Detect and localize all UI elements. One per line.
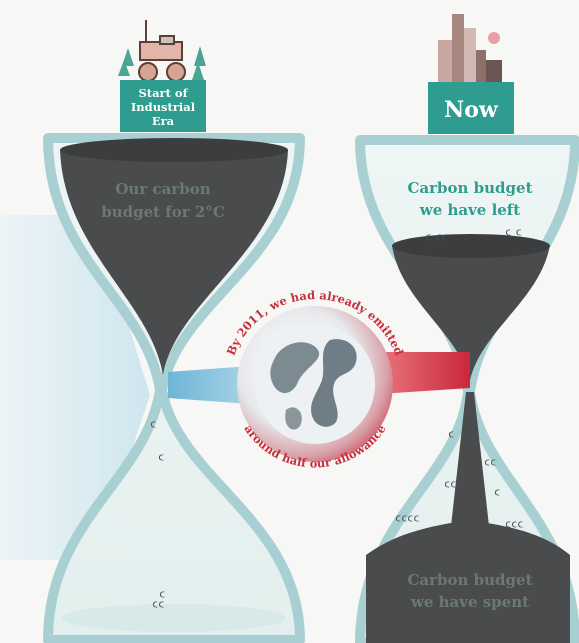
carbon-molecule-icon: ᑦᑦ: [152, 600, 164, 616]
sign-line3: Era: [152, 114, 175, 128]
industrial-era-sign: Start of Industrial Era: [118, 20, 206, 132]
right-bottom-label-line1: Carbon budget: [407, 571, 532, 589]
left-budget-label-line2: budget for 2°C: [101, 203, 225, 221]
now-sign-label: Now: [444, 97, 499, 123]
city-skyline-icon: [438, 14, 502, 82]
left-hourglass: ᑦ ᑦ ᑦᑦ ᑦ: [43, 133, 305, 643]
carbon-molecule-icon: ᑦ: [159, 590, 165, 606]
right-top-label-line1: Carbon budget: [407, 179, 532, 197]
carbon-molecule-icon: ᑦᑦ: [444, 480, 456, 496]
carbon-molecule-icon: ᑦ ᑦ: [505, 228, 522, 244]
sign-line2: Industrial: [131, 100, 196, 114]
carbon-molecule-icon: ᑦᑦᑦ: [505, 520, 523, 536]
now-sign: Now: [428, 14, 514, 134]
right-bottom-label-line2: we have spent: [410, 593, 529, 611]
globe-icon: [237, 306, 393, 462]
carbon-molecule-icon: ᑦ: [494, 488, 500, 504]
left-budget-label-line1: Our carbon: [115, 180, 210, 198]
right-top-label-line2: we have left: [419, 201, 520, 219]
carbon-molecule-icon: ᑦᑦᑦᑦ: [395, 514, 419, 530]
steam-engine-icon: [138, 20, 186, 82]
carbon-molecule-icon: ᑦ ᑦᑦ: [425, 233, 448, 249]
right-hourglass: ᑦ ᑦᑦ ᑦ ᑦ ᑦ ᑦᑦ ᑦᑦ ᑦ ᑦᑦᑦᑦ ᑦᑦᑦ: [355, 135, 579, 643]
globe-connectors: [168, 352, 470, 404]
sign-line1: Start of: [138, 86, 188, 100]
carbon-molecule-icon: ᑦ: [448, 430, 454, 446]
carbon-molecule-icon: ᑦ: [158, 453, 164, 469]
tree-icon: [118, 46, 206, 80]
carbon-molecule-icon: ᑦ: [150, 420, 156, 436]
carbon-molecule-icon: ᑦᑦ: [484, 458, 496, 474]
